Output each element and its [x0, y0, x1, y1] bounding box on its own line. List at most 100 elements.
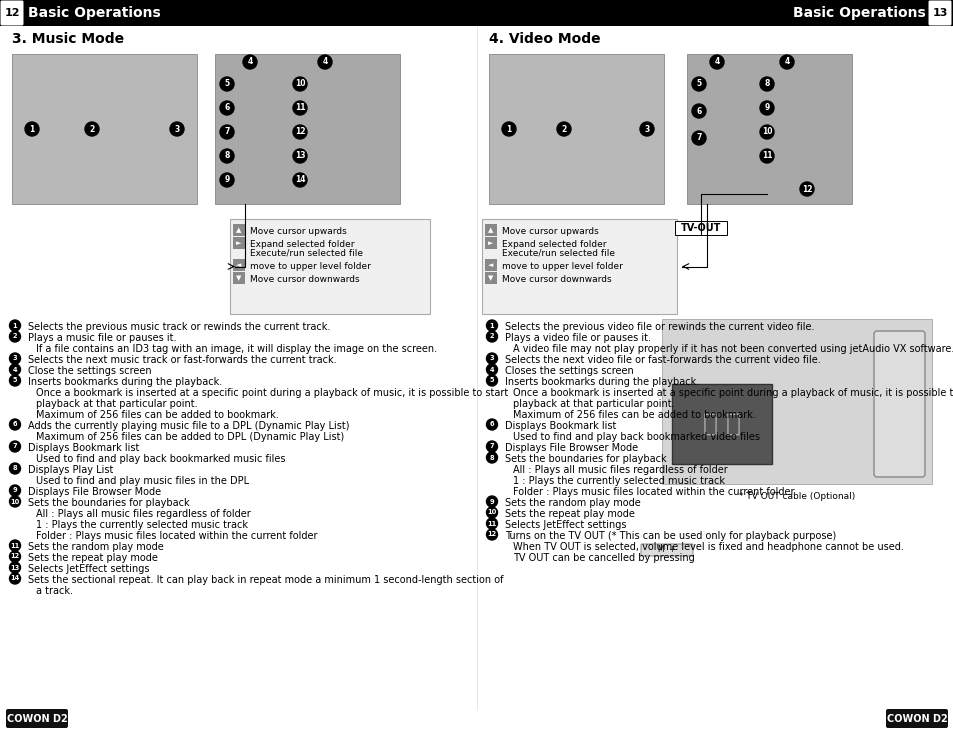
Text: Plays a video file or pauses it.: Plays a video file or pauses it. [504, 333, 650, 343]
Text: 10: 10 [294, 79, 305, 89]
Circle shape [243, 55, 256, 69]
Bar [484, 259, 497, 271]
Text: 4: 4 [489, 366, 494, 372]
Text: Expand selected folder: Expand selected folder [501, 240, 606, 249]
Text: Sets the random play mode: Sets the random play mode [504, 498, 640, 508]
Text: 2: 2 [12, 333, 17, 340]
Text: Displays File Browser Mode: Displays File Browser Mode [28, 487, 161, 497]
Bar [233, 237, 245, 249]
Text: Selects JetEffect settings: Selects JetEffect settings [28, 564, 150, 574]
Text: 8: 8 [489, 454, 494, 460]
Text: Move cursor downwards: Move cursor downwards [501, 275, 611, 284]
Circle shape [10, 463, 20, 474]
Circle shape [10, 540, 20, 551]
Text: 4: 4 [783, 57, 789, 67]
Text: 12: 12 [10, 553, 20, 559]
Circle shape [10, 364, 20, 375]
Text: Used to find and play music files in the DPL: Used to find and play music files in the… [36, 476, 249, 486]
Circle shape [780, 55, 793, 69]
Text: 9: 9 [763, 103, 769, 112]
Text: ▲: ▲ [236, 227, 241, 233]
FancyBboxPatch shape [873, 331, 924, 477]
Circle shape [220, 101, 233, 115]
Bar [476, 0, 953, 26]
Text: When TV OUT is selected, volume level is fixed and headphone cannot be used.: When TV OUT is selected, volume level is… [513, 542, 902, 552]
Text: Close the settings screen: Close the settings screen [28, 366, 152, 376]
Circle shape [10, 320, 20, 331]
Text: Displays Play List: Displays Play List [28, 465, 113, 475]
Text: Sets the repeat play mode: Sets the repeat play mode [28, 553, 157, 563]
Text: 1: 1 [489, 322, 494, 329]
Text: Maximum of 256 files can be added to bookmark.: Maximum of 256 files can be added to boo… [36, 410, 278, 420]
Text: 1 : Plays the currently selected music track: 1 : Plays the currently selected music t… [513, 476, 724, 486]
Text: Execute/run selected file: Execute/run selected file [501, 249, 615, 258]
Text: 11: 11 [294, 103, 305, 112]
Text: 👤 👤: 👤 👤 [702, 412, 740, 436]
Text: 8: 8 [763, 79, 769, 89]
Circle shape [486, 507, 497, 518]
Text: 10: 10 [10, 498, 20, 504]
Text: Move cursor upwards: Move cursor upwards [250, 227, 346, 236]
Circle shape [25, 122, 39, 136]
Text: 3: 3 [643, 125, 649, 134]
Circle shape [486, 419, 497, 430]
Circle shape [557, 122, 571, 136]
Text: Once a bookmark is inserted at a specific point during a playback of music, it i: Once a bookmark is inserted at a specifi… [36, 388, 508, 398]
Text: Inserts bookmarks during the playback.: Inserts bookmarks during the playback. [504, 377, 699, 387]
Text: Closes the settings screen: Closes the settings screen [504, 366, 633, 376]
Text: 2: 2 [90, 125, 94, 134]
Text: 3: 3 [174, 125, 179, 134]
FancyBboxPatch shape [1, 1, 24, 26]
Text: Adds the currently playing music file to a DPL (Dynamic Play List): Adds the currently playing music file to… [28, 421, 349, 431]
Circle shape [317, 55, 332, 69]
Text: TV OUT can be cancelled by pressing: TV OUT can be cancelled by pressing [513, 553, 694, 563]
Text: 3. Music Mode: 3. Music Mode [12, 32, 124, 46]
Circle shape [760, 77, 773, 91]
Text: 9: 9 [12, 487, 17, 493]
Circle shape [10, 573, 20, 584]
Circle shape [486, 331, 497, 342]
Text: Used to find and play back bookmarked video files: Used to find and play back bookmarked vi… [513, 432, 760, 442]
Text: Maximum of 256 files can be added to bookmark.: Maximum of 256 files can be added to boo… [513, 410, 755, 420]
Circle shape [10, 496, 20, 507]
Text: Move cursor downwards: Move cursor downwards [250, 275, 359, 284]
Text: 4: 4 [247, 57, 253, 67]
Text: Inserts bookmarks during the playback.: Inserts bookmarks during the playback. [28, 377, 222, 387]
Text: Execute/run selected file: Execute/run selected file [250, 249, 363, 258]
Text: Sets the boundaries for playback: Sets the boundaries for playback [28, 498, 190, 508]
Circle shape [486, 441, 497, 452]
Text: Sets the boundaries for playback: Sets the boundaries for playback [504, 454, 666, 464]
Bar [489, 54, 663, 204]
Circle shape [10, 375, 20, 386]
Bar [661, 319, 931, 484]
Text: move to upper level folder: move to upper level folder [501, 262, 622, 271]
Circle shape [85, 122, 99, 136]
Circle shape [486, 320, 497, 331]
Text: 12: 12 [801, 184, 811, 194]
Circle shape [486, 518, 497, 529]
Circle shape [293, 149, 307, 163]
Text: COWON D2: COWON D2 [7, 713, 68, 724]
Circle shape [293, 77, 307, 91]
Circle shape [501, 122, 516, 136]
Text: 6: 6 [489, 421, 494, 427]
Bar [686, 54, 851, 204]
Text: Sets the repeat play mode: Sets the repeat play mode [504, 509, 634, 519]
Text: Folder : Plays music files located within the current folder: Folder : Plays music files located withi… [513, 487, 794, 497]
Bar [233, 224, 245, 236]
Text: 12: 12 [294, 128, 305, 137]
Circle shape [293, 125, 307, 139]
Bar [675, 221, 726, 235]
Text: Folder : Plays music files located within the current folder: Folder : Plays music files located withi… [36, 531, 317, 541]
Text: 13: 13 [294, 151, 305, 161]
Text: 4: 4 [12, 366, 17, 372]
Text: 5: 5 [12, 377, 17, 383]
Text: a track.: a track. [36, 586, 73, 596]
FancyBboxPatch shape [640, 544, 692, 556]
Text: 3: 3 [489, 355, 494, 362]
Circle shape [486, 529, 497, 540]
Text: ▼: ▼ [488, 275, 493, 281]
Text: 7: 7 [696, 134, 701, 142]
Bar [233, 272, 245, 284]
Circle shape [691, 77, 705, 91]
